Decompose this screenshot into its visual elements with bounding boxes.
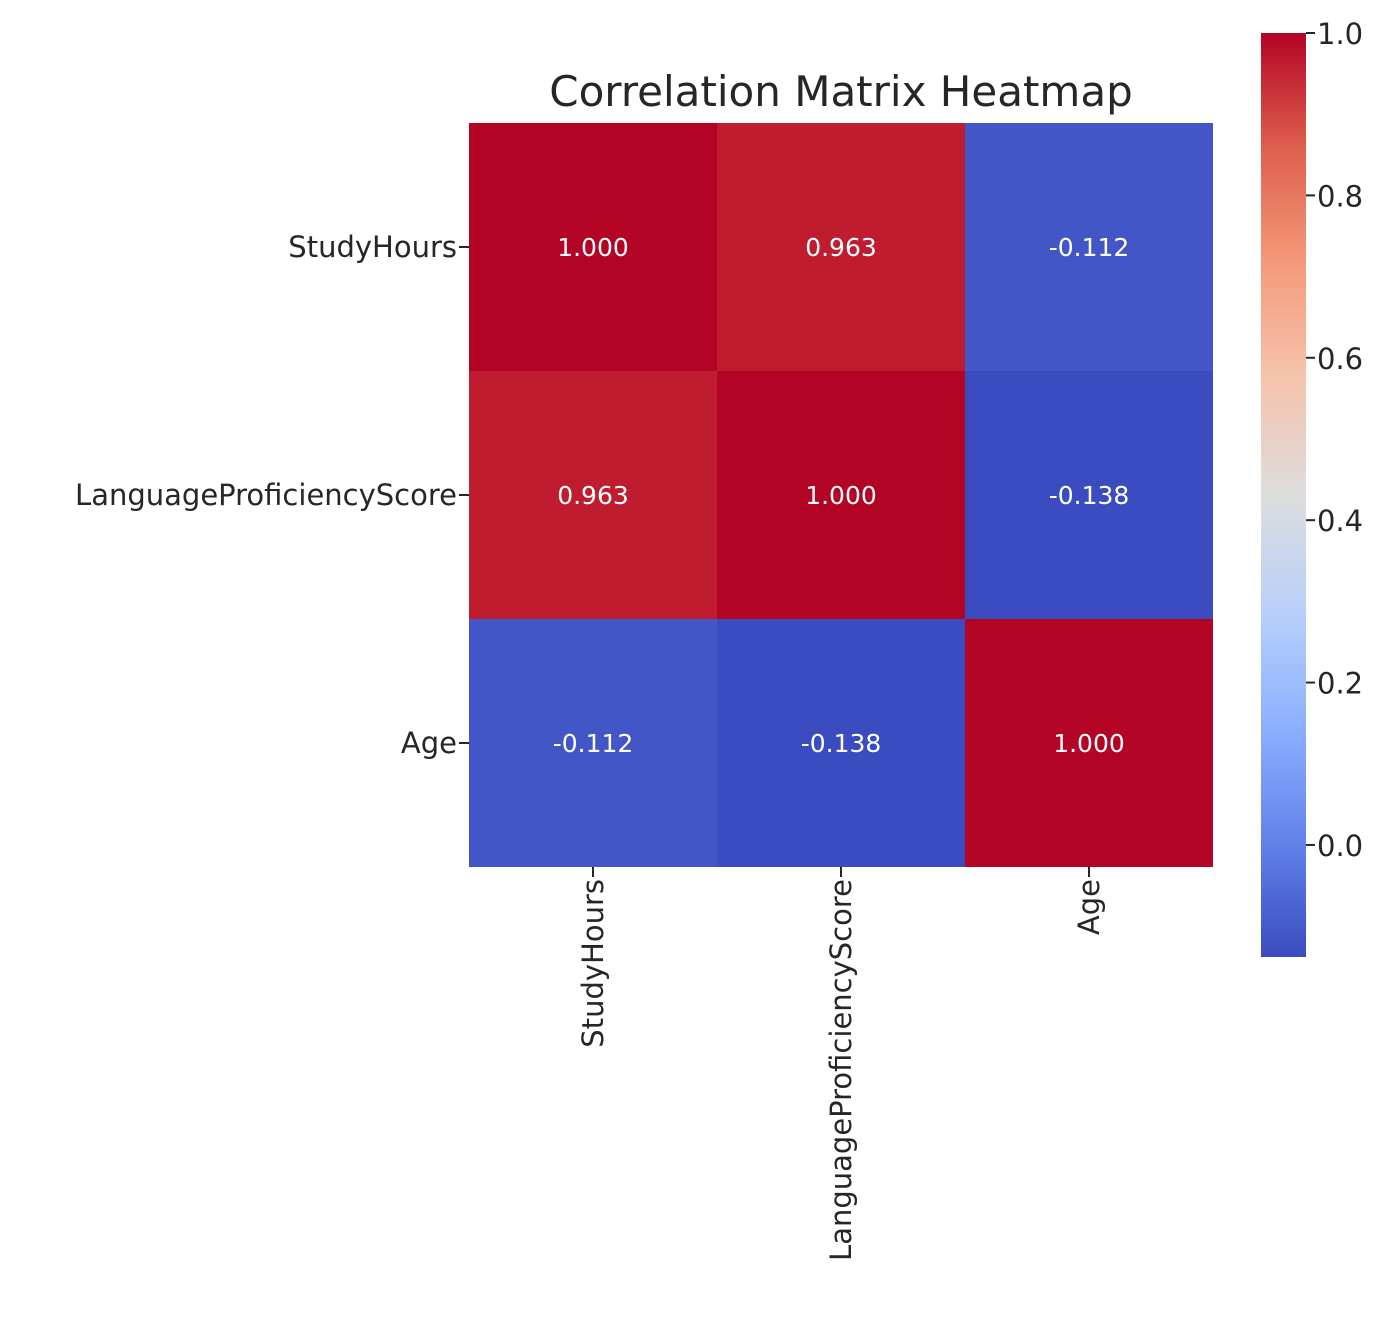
heatmap-cell-2-0 (469, 619, 717, 867)
heatmap-cell-0-0 (469, 123, 717, 371)
heatmap-cell-0-2 (965, 123, 1213, 371)
heatmap-cell-2-1 (717, 619, 965, 867)
cell-value-label-0-0: 1.000 (557, 233, 629, 262)
colorbar-tick-label-5: 1.0 (1317, 17, 1363, 51)
x-tick-label-1: LanguageProficiencyScore (824, 879, 858, 1261)
y-tick-label-0: StudyHours (288, 230, 457, 264)
chart-title: Correlation Matrix Heatmap (549, 67, 1132, 116)
heatmap-cell-2-2 (965, 619, 1213, 867)
x-tick-label-0: StudyHours (576, 879, 610, 1048)
y-tick-label-1: LanguageProficiencyScore (75, 478, 457, 512)
colorbar-tick-label-2: 0.4 (1317, 504, 1363, 538)
cell-value-label-2-1: -0.138 (801, 729, 882, 758)
x-axis-labels: StudyHours LanguageProficiencyScore Age (576, 867, 1106, 1261)
heatmap-cell-1-0 (469, 371, 717, 619)
heatmap-cell-1-2 (965, 371, 1213, 619)
cell-value-label-2-0: -0.112 (553, 729, 634, 758)
y-tick-label-2: Age (401, 726, 457, 760)
colorbar-tick-label-1: 0.2 (1317, 667, 1363, 701)
cell-value-label-0-2: -0.112 (1049, 233, 1130, 262)
colorbar: 0.0 0.2 0.4 0.6 0.8 1.0 (1261, 17, 1363, 957)
y-axis-labels: StudyHours LanguageProficiencyScore Age (75, 230, 469, 760)
colorbar-gradient (1261, 33, 1306, 957)
x-tick-label-2: Age (1072, 879, 1106, 935)
heatmap-cell-0-1 (717, 123, 965, 371)
cell-value-label-2-2: 1.000 (1053, 729, 1125, 758)
cell-value-label-1-0: 0.963 (557, 481, 629, 510)
cell-value-label-1-1: 1.000 (805, 481, 877, 510)
heatmap-cell-1-1 (717, 371, 965, 619)
cell-value-label-0-1: 0.963 (805, 233, 877, 262)
heatmap-cells: 1.000 0.963 -0.112 0.963 1.000 -0.138 -0.112 -0… (469, 123, 1213, 867)
colorbar-tick-label-0: 0.0 (1317, 829, 1363, 863)
colorbar-tick-label-3: 0.6 (1317, 342, 1363, 376)
cell-value-label-1-2: -0.138 (1049, 481, 1130, 510)
colorbar-tick-label-4: 0.8 (1317, 179, 1363, 213)
